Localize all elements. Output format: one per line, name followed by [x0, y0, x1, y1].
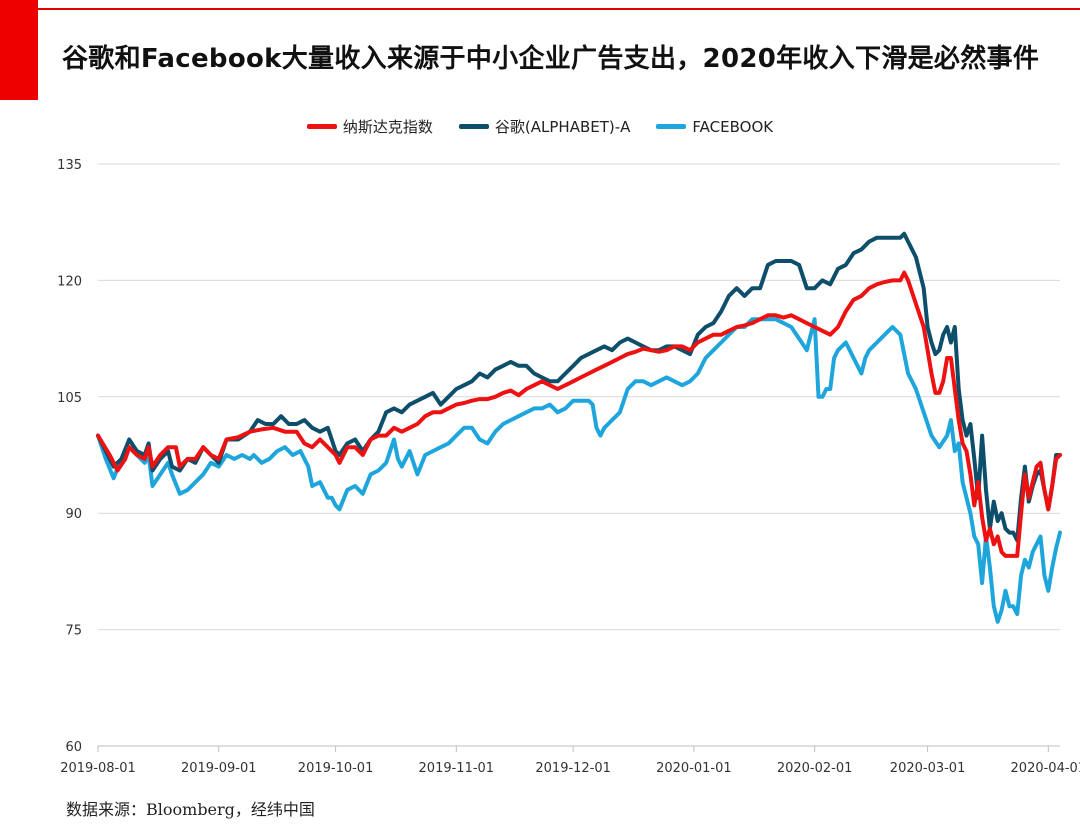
x-tick-label: 2019-11-01: [419, 761, 495, 776]
legend-swatch-facebook: [656, 124, 687, 129]
brand-accent-block: [0, 0, 38, 100]
legend-item-nasdaq: 纳斯达克指数: [306, 116, 433, 137]
y-tick-label: 75: [65, 624, 82, 639]
x-tick-label: 2020-01-01: [656, 761, 732, 776]
x-tick-label: 2019-08-01: [60, 761, 136, 776]
x-tick-label: 2019-09-01: [181, 761, 257, 776]
series-line-facebook: [96, 317, 1062, 624]
series-line-nasdaq: [96, 270, 1062, 558]
chart-legend: 纳斯达克指数 谷歌(ALPHABET)-A FACEBOOK: [0, 116, 1080, 137]
y-tick-label: 135: [57, 158, 82, 173]
legend-label-google: 谷歌(ALPHABET)-A: [494, 118, 631, 136]
y-tick-label: 90: [65, 507, 82, 522]
x-tick-label: 2020-03-01: [890, 761, 966, 776]
x-tick-label: 2019-12-01: [535, 761, 611, 776]
y-tick-label: 105: [57, 391, 82, 406]
legend-item-facebook: FACEBOOK: [656, 116, 773, 137]
x-tick-label: 2020-04-01: [1011, 761, 1080, 776]
y-tick-label: 120: [57, 274, 82, 289]
series-lines: [96, 231, 1062, 624]
legend-swatch-nasdaq: [306, 124, 337, 129]
chart-title: 谷歌和Facebook大量收入来源于中小企业广告支出，2020年收入下滑是必然事…: [62, 44, 1040, 74]
y-tick-label: 60: [65, 740, 82, 755]
legend-label-nasdaq: 纳斯达克指数: [342, 118, 433, 136]
gridlines: [98, 163, 1060, 631]
legend-label-facebook: FACEBOOK: [692, 117, 774, 136]
data-source-note: 数据来源：Bloomberg，经纬中国: [66, 800, 315, 819]
axes: 60 75 90 105 120 135 2019-08-01 2019-09-01 2019-…: [57, 158, 1080, 776]
x-tick-label: 2020-02-01: [777, 761, 853, 776]
top-accent-line: [0, 8, 1080, 10]
legend-item-google: 谷歌(ALPHABET)-A: [458, 116, 631, 137]
legend-swatch-google: [458, 124, 489, 129]
x-tick-label: 2019-10-01: [298, 761, 374, 776]
